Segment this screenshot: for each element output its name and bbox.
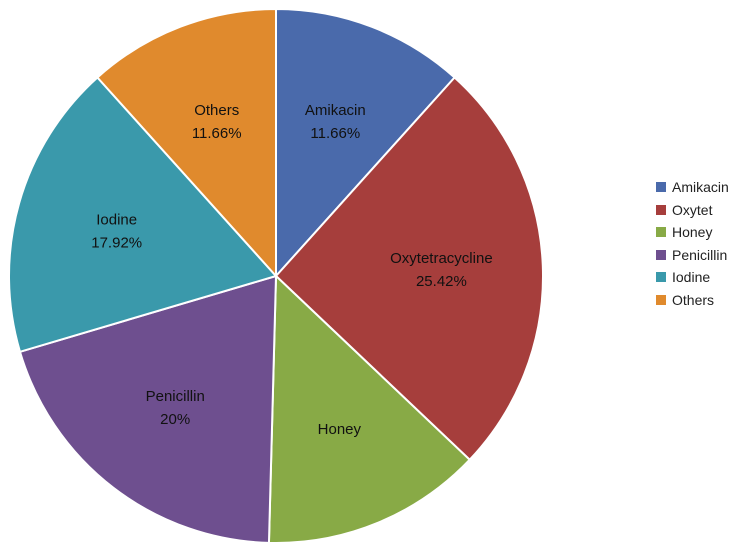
pie-slice-oxytet [274, 76, 544, 462]
slice-label-line: Penicillin [146, 388, 205, 405]
legend-swatch [656, 204, 666, 215]
legend-item-iodine: Iodine [656, 266, 729, 289]
pie-slices [8, 7, 544, 544]
legend-label: Penicillin [672, 246, 728, 263]
slice-label-oxytet: Oxytetracycline 25.42% [390, 250, 493, 290]
legend-swatch [656, 249, 666, 260]
legend-item-amikacin: Amikacin [656, 176, 729, 199]
pie-slice-penicillin [18, 274, 278, 544]
slice-label-line: Others [194, 102, 239, 119]
legend-swatch [656, 294, 666, 305]
slice-label-honey: Honey [318, 421, 362, 438]
legend-item-others: Others [656, 289, 729, 312]
legend-swatch [656, 182, 666, 193]
pie-slice-honey [267, 273, 472, 544]
slice-label-line: Oxytetracycline [390, 250, 493, 267]
legend-label: Honey [672, 224, 713, 241]
pie-labels: Amikacin 11.66% Oxytetracycline 25.42% Honey… [91, 102, 492, 438]
slice-label-others: Others 11.66% [192, 102, 242, 142]
slice-label-line: 25.42% [416, 273, 467, 290]
slice-label-line: Iodine [96, 212, 137, 229]
legend-label: Others [672, 291, 715, 308]
slice-label-penicillin: Penicillin 20% [146, 388, 205, 428]
slice-label-line: Amikacin [305, 102, 366, 119]
slice-label-line: Honey [318, 421, 362, 438]
legend-item-honey: Honey [656, 221, 729, 244]
legend-swatch [656, 272, 666, 283]
legend-swatch [656, 227, 666, 238]
legend: Amikacin Oxytet Honey Penicillin Iodine … [656, 176, 729, 311]
slice-label-line: 11.66% [192, 125, 242, 142]
legend-item-penicillin: Penicillin [656, 244, 729, 267]
slice-label-line: 17.92% [91, 235, 142, 252]
slice-label-line: 20% [160, 411, 190, 428]
legend-label: Amikacin [672, 179, 729, 196]
pie-slice-others [96, 7, 277, 279]
slice-label-iodine: Iodine 17.92% [91, 212, 142, 252]
legend-item-oxytet: Oxytet [656, 199, 729, 222]
slice-label-amikacin: Amikacin 11.66% [305, 102, 366, 142]
legend-label: Oxytet [672, 201, 713, 218]
pie-slice-iodine [8, 76, 278, 354]
legend-label: Iodine [672, 269, 711, 286]
pie-slice-amikacin [275, 7, 456, 279]
slice-label-line: 11.66% [310, 125, 360, 142]
